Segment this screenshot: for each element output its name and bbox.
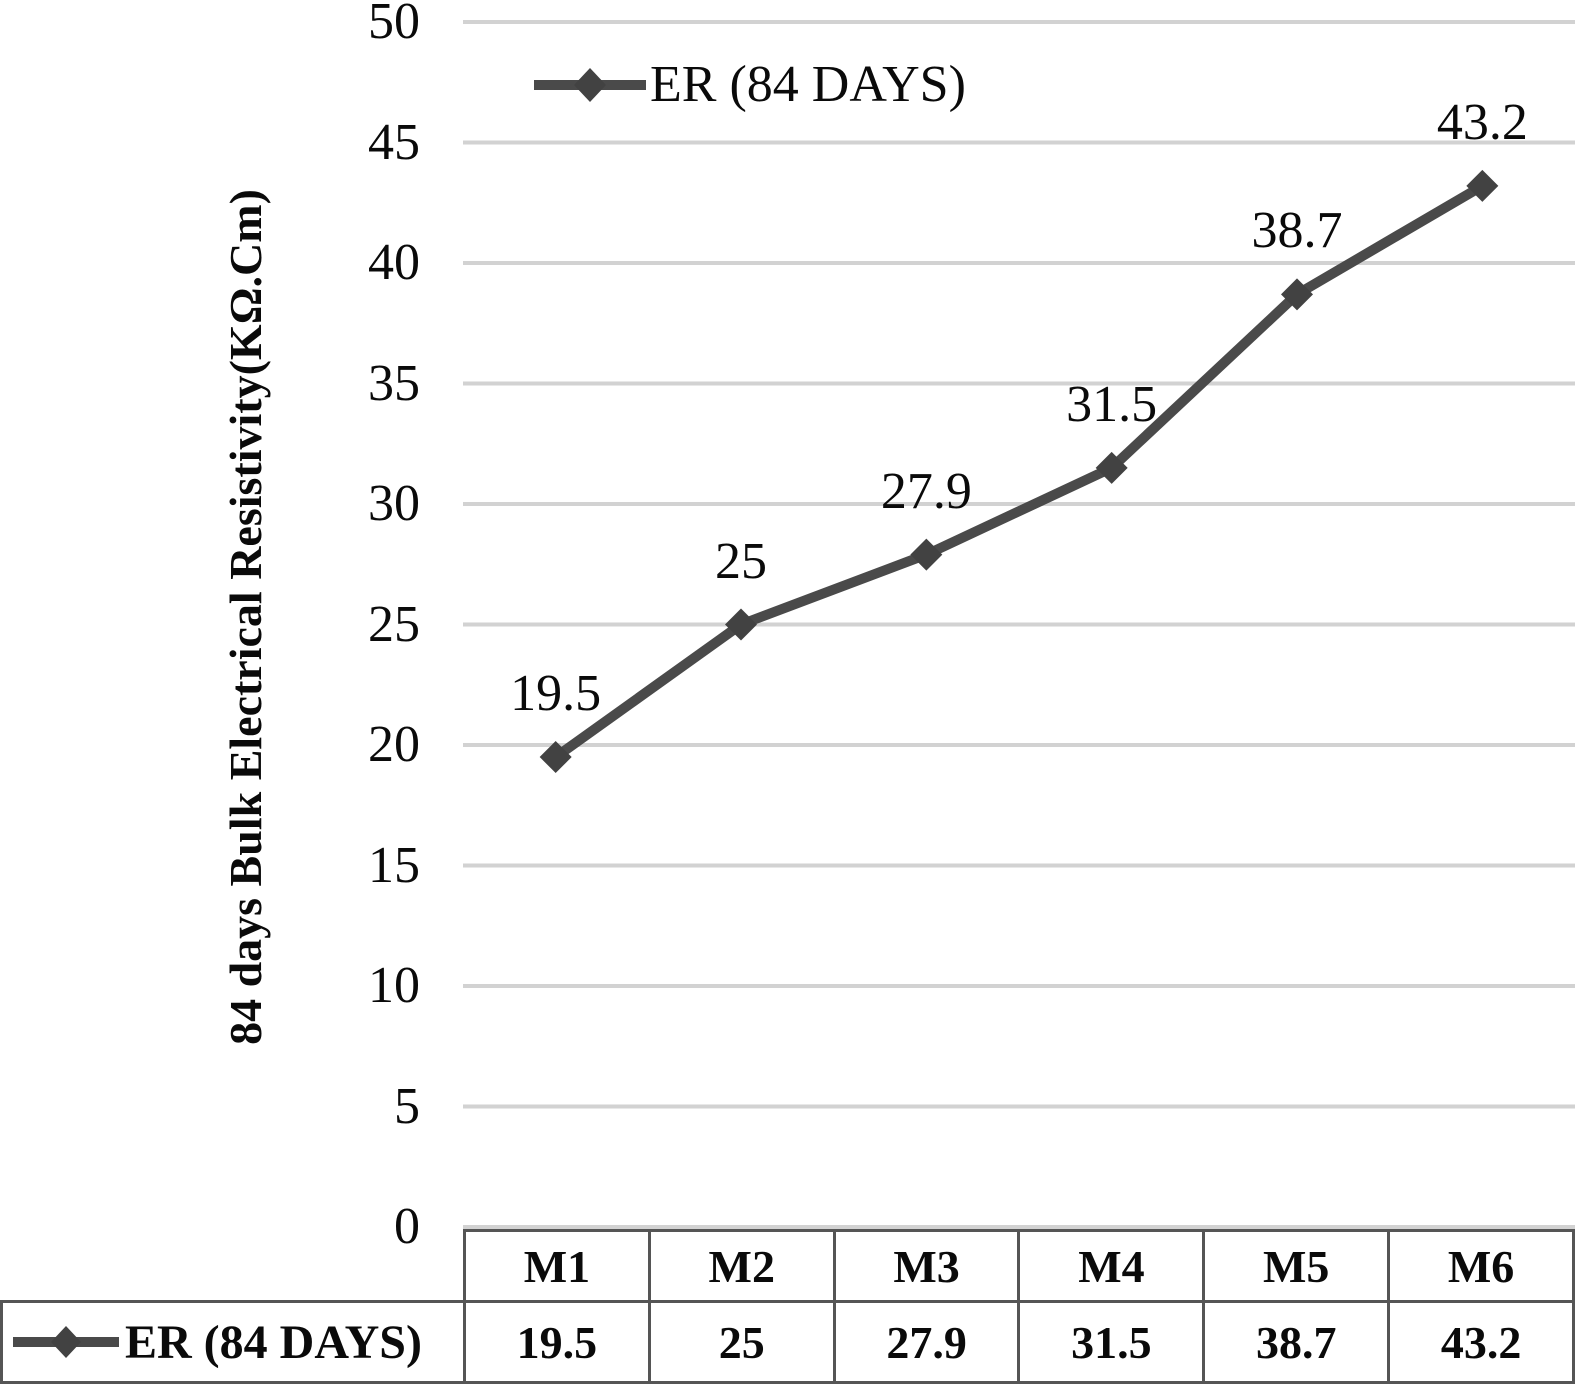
table-row-label-cell: ER (84 DAYS) — [0, 1300, 466, 1384]
data-label: 27.9 — [880, 462, 972, 520]
chart-data-table: M1 M2 M3 M4 M5 M6 ER (84 DAYS) 19.5 25 27.9 31.5… — [0, 1229, 1575, 1384]
y-tick-label: 50 — [368, 0, 420, 50]
chart-legend: ER (84 DAYS) — [534, 54, 966, 116]
y-tick-label: 15 — [368, 836, 420, 894]
table-header-cell: M3 — [832, 1229, 1021, 1303]
table-header-row: M1 M2 M3 M4 M5 M6 — [2, 1229, 1575, 1303]
data-point-marker — [1095, 451, 1128, 484]
table-header-cell: M5 — [1202, 1229, 1391, 1303]
data-point-marker — [539, 741, 572, 774]
data-point-marker — [725, 608, 757, 641]
legend-label: ER (84 DAYS) — [650, 56, 966, 113]
y-tick-label: 10 — [368, 957, 420, 1014]
table-header-cell: M1 — [463, 1229, 651, 1303]
table-legend-line-marker-icon — [13, 1326, 119, 1358]
table-value-cell: 25 — [647, 1300, 836, 1384]
table-header-cell: M6 — [1387, 1229, 1575, 1303]
y-tick-label: 5 — [394, 1077, 420, 1135]
legend-line-marker-icon — [534, 68, 646, 102]
y-tick-label: 45 — [368, 113, 420, 171]
y-tick-label: 25 — [368, 595, 420, 653]
table-header-cell: M4 — [1017, 1229, 1206, 1303]
y-tick-label: 0 — [394, 1198, 420, 1255]
table-corner-cell — [2, 1231, 465, 1302]
data-point-marker — [1281, 278, 1313, 311]
series-line — [552, 181, 1485, 762]
y-tick-label: 35 — [368, 354, 420, 412]
y-tick-label: 40 — [368, 234, 420, 291]
data-label: 19.5 — [510, 665, 602, 723]
data-label: 25 — [715, 532, 767, 590]
y-axis-title: 84 days Bulk Electrical Resistivity(KΩ.C… — [220, 189, 271, 1045]
y-tick-label: 20 — [368, 716, 420, 773]
table-value-cell: 38.7 — [1202, 1300, 1391, 1384]
table-value-cell: 43.2 — [1387, 1300, 1575, 1384]
data-point-marker — [1466, 169, 1499, 202]
data-label: 31.5 — [1066, 375, 1158, 433]
table-value-cell: 31.5 — [1017, 1300, 1206, 1384]
data-label: 38.7 — [1251, 202, 1343, 260]
y-tick-label: 30 — [368, 475, 420, 532]
table-row-label: ER (84 DAYS) — [125, 1315, 422, 1369]
table-value-row: ER (84 DAYS) 19.5 25 27.9 31.5 38.7 43.2 — [0, 1300, 1575, 1384]
data-label: 43.2 — [1436, 93, 1528, 151]
table-header-cell: M2 — [647, 1229, 836, 1303]
table-value-cell: 27.9 — [832, 1300, 1021, 1384]
table-value-cell: 19.5 — [463, 1300, 651, 1384]
data-point-marker — [910, 538, 943, 571]
